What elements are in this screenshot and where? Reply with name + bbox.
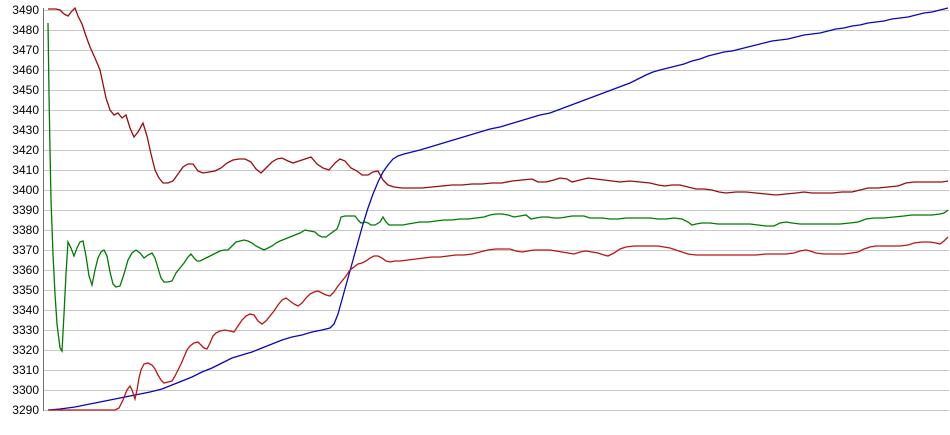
y-axis-tick-label: 3460	[12, 63, 39, 77]
y-axis-tick-label: 3420	[12, 143, 39, 157]
upper-red-line	[48, 6, 949, 196]
y-axis-tick-label: 3370	[12, 243, 39, 257]
y-axis-tick-label: 3350	[12, 283, 39, 297]
y-axis-tick-label: 3440	[12, 103, 39, 117]
y-axis-tick-label: 3340	[12, 303, 39, 317]
y-axis-tick-label: 3380	[12, 223, 39, 237]
y-axis-tick-label: 3480	[12, 23, 39, 37]
y-axis-tick-label: 3320	[12, 343, 39, 357]
y-axis-tick-label: 3450	[12, 83, 39, 97]
y-axis-tick-label: 3400	[12, 183, 39, 197]
lower-red-line	[48, 236, 949, 411]
y-axis-tick-label: 3290	[12, 403, 39, 417]
y-axis-tick-label: 3330	[12, 323, 39, 337]
green-line	[47, 22, 949, 353]
blue-line	[47, 7, 949, 411]
y-axis-tick-label: 3490	[12, 3, 39, 17]
y-axis-tick-label: 3390	[12, 203, 39, 217]
y-axis-tick-label: 3300	[12, 383, 39, 397]
y-axis-tick-label: 3310	[12, 363, 39, 377]
y-axis-tick-label: 3470	[12, 43, 39, 57]
y-axis-tick-label: 3360	[12, 263, 39, 277]
y-axis-tick-label: 3430	[12, 123, 39, 137]
y-axis-tick-label: 3410	[12, 163, 39, 177]
